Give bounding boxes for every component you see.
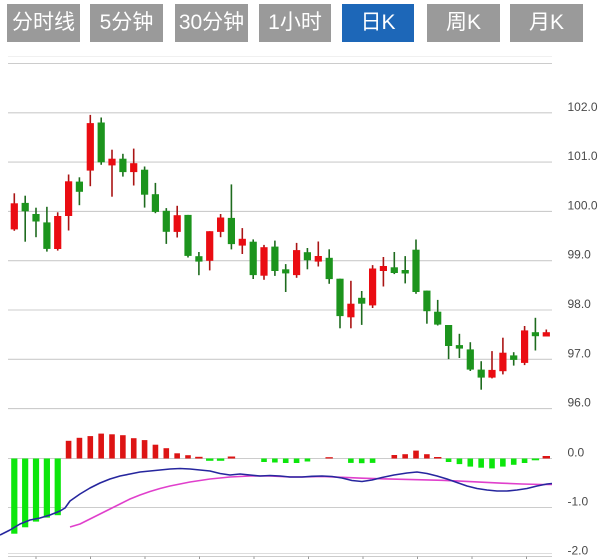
svg-text:96.0: 96.0 xyxy=(568,396,592,410)
svg-text:100.0: 100.0 xyxy=(568,198,598,212)
svg-text:-1.0: -1.0 xyxy=(568,495,589,509)
svg-text:-2.0: -2.0 xyxy=(568,544,589,558)
svg-text:97.0: 97.0 xyxy=(568,346,592,360)
svg-text:99.0: 99.0 xyxy=(568,248,592,262)
svg-text:98.0: 98.0 xyxy=(568,297,592,311)
svg-text:101.0: 101.0 xyxy=(568,149,598,163)
svg-text:102.0: 102.0 xyxy=(568,100,598,114)
svg-text:0.0: 0.0 xyxy=(568,446,585,460)
